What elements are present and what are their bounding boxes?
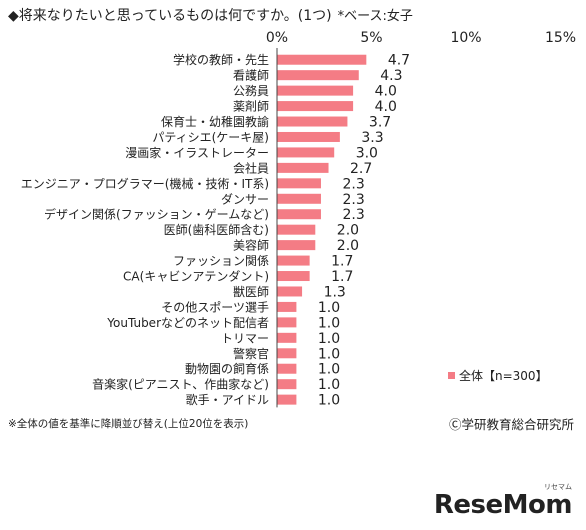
legend-swatch (448, 372, 455, 379)
category-label: 保育士・幼稚園教諭 (161, 114, 269, 129)
data-label: 1.0 (318, 331, 340, 347)
category-label: 学校の教師・先生 (173, 52, 269, 67)
category-label: 漫画家・イラストレーター (125, 145, 269, 160)
data-label: 2.0 (337, 223, 359, 239)
category-label: 公務員 (233, 84, 269, 98)
data-label: 2.0 (337, 238, 359, 254)
chart-base-note: *ベース:女子 (337, 9, 413, 24)
data-label: 2.3 (342, 192, 364, 208)
data-label: 2.7 (350, 161, 372, 177)
data-label: 3.3 (361, 130, 383, 146)
bar (277, 54, 367, 65)
category-label: 動物園の飼育係 (185, 361, 269, 376)
bar (277, 224, 316, 235)
x-tick-label: 5% (360, 30, 382, 46)
bar (277, 286, 303, 297)
data-label: 1.0 (318, 300, 340, 316)
bar (277, 332, 297, 343)
x-tick-label: 0% (266, 30, 288, 46)
category-label: ダンサー (221, 191, 269, 206)
bar (277, 301, 297, 312)
bar (277, 193, 321, 204)
chart-title: ◆将来なりたいと思っているものは何ですか。(1つ) *ベース:女子 (8, 5, 413, 25)
bar (277, 379, 297, 390)
bar (277, 162, 329, 173)
category-label: 会社員 (233, 160, 269, 175)
category-label: 美容師 (233, 238, 269, 253)
copyright: Ⓒ学研教育総合研究所 (448, 417, 574, 432)
category-label: 薬剤師 (233, 99, 269, 114)
bar (277, 317, 297, 328)
bar (277, 271, 310, 282)
bar (277, 394, 297, 405)
category-label: CA(キャビンアテンダント) (123, 269, 269, 284)
data-label: 4.0 (375, 84, 397, 100)
bar (277, 85, 354, 96)
category-label: 獣医師 (233, 285, 269, 299)
footnote: ※全体の値を基準に降順並び替え(上位20位を表示) (8, 418, 249, 430)
category-label: その他スポーツ選手 (161, 300, 269, 314)
data-label: 1.7 (331, 269, 353, 285)
data-label: 4.7 (388, 53, 410, 69)
category-label: 音楽家(ピアニスト、作曲家など) (92, 377, 269, 392)
category-label: 歌手・アイドル (186, 392, 269, 407)
bar (277, 101, 354, 112)
resemom-logo: ReseMom リセマム (433, 483, 573, 520)
category-label: デザイン関係(ファッション・ゲームなど) (44, 207, 269, 222)
category-label: YouTuberなどのネット配信者 (106, 316, 269, 330)
bar (277, 209, 321, 220)
bar (277, 70, 359, 81)
bar (277, 116, 348, 127)
x-tick-label: 15% (545, 30, 576, 46)
bar (277, 147, 335, 158)
data-label: 2.3 (342, 207, 364, 223)
category-label: 医師(歯科医師含む) (164, 222, 269, 237)
data-label: 3.7 (369, 115, 391, 131)
category-label: エンジニア・プログラマー(機械・技術・IT系) (21, 176, 269, 191)
data-label: 3.0 (356, 145, 378, 161)
bar (277, 178, 321, 189)
data-label: 2.3 (342, 176, 364, 192)
data-label: 1.0 (318, 315, 340, 331)
bar (277, 255, 310, 266)
category-label: 看護師 (233, 68, 269, 83)
x-tick-label: 10% (450, 30, 481, 46)
bar (277, 348, 297, 359)
data-label: 4.3 (380, 68, 402, 84)
chart-title-main: ◆将来なりたいと思っているものは何ですか。(1つ) (8, 8, 332, 24)
data-label: 1.0 (318, 377, 340, 393)
data-label: 1.0 (318, 346, 340, 362)
data-label: 4.0 (375, 99, 397, 115)
category-label: パティシエ(ケーキ屋) (152, 130, 269, 144)
bar (277, 240, 316, 251)
data-label: 1.0 (318, 393, 340, 409)
data-label: 1.0 (318, 362, 340, 378)
category-label: トリマー (221, 331, 269, 345)
category-label: ファッション関係 (173, 254, 269, 268)
category-label: 警察官 (233, 346, 269, 361)
bar (277, 131, 340, 142)
data-label: 1.7 (331, 254, 353, 270)
bar (277, 363, 297, 374)
legend-label: 全体【n=300】 (459, 368, 548, 383)
data-label: 1.3 (324, 284, 346, 300)
